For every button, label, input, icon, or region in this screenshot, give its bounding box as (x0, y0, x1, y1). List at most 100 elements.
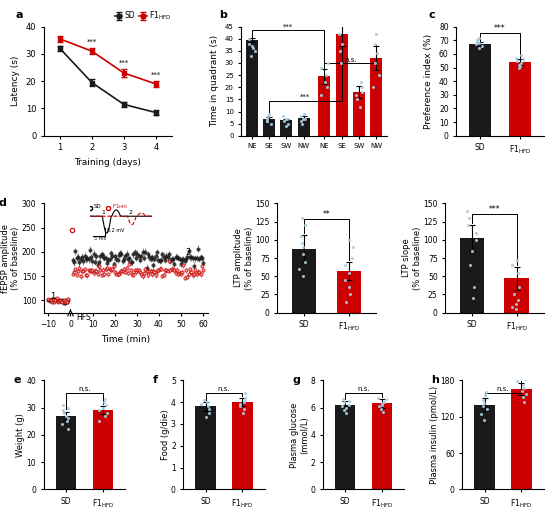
Point (520, 384, 529, 393)
Point (518, 55, 527, 64)
Point (63, 417, 71, 426)
Text: c: c (428, 10, 435, 20)
Point (101, 401, 110, 409)
Point (478, 395, 487, 404)
Y-axis label: Time in quadrant (s): Time in quadrant (s) (210, 35, 219, 127)
Point (336, 47, 345, 55)
Y-axis label: Plasma insulin (pmol/L): Plasma insulin (pmol/L) (430, 386, 439, 484)
Point (480, 391, 489, 400)
Point (335, 30, 344, 38)
Point (99, 403, 108, 412)
Bar (281, 120, 293, 136)
Point (352, 95, 361, 104)
Point (338, 402, 346, 411)
Point (323, 59, 332, 67)
Point (344, 236, 353, 244)
Point (267, 119, 276, 128)
Point (374, 402, 383, 411)
Point (357, 78, 366, 87)
Point (100, 411, 109, 420)
Bar (246, 40, 258, 136)
Point (517, 51, 525, 60)
Point (248, 41, 257, 50)
Point (299, 243, 307, 251)
Point (345, 268, 354, 277)
Point (317, 64, 326, 72)
Point (480, 399, 489, 408)
Point (240, 396, 249, 404)
Point (283, 114, 292, 123)
Text: ***: *** (489, 205, 500, 214)
Point (337, 59, 346, 67)
Point (337, 10, 345, 19)
Point (64, 403, 72, 412)
Point (236, 402, 244, 411)
Bar (335, 34, 348, 136)
Bar (298, 118, 310, 136)
Point (519, 381, 528, 389)
Text: ***: *** (87, 39, 97, 45)
Y-axis label: Food (g/die): Food (g/die) (160, 410, 170, 460)
Point (59, 409, 68, 417)
Point (473, 35, 482, 43)
Text: a: a (16, 10, 23, 20)
Point (341, 261, 350, 270)
Point (378, 401, 386, 409)
Point (240, 398, 249, 406)
Point (262, 114, 271, 123)
Text: ***: *** (119, 60, 129, 66)
Point (466, 261, 474, 270)
Point (64, 414, 72, 423)
Point (345, 396, 354, 405)
Point (351, 90, 360, 99)
Text: f: f (153, 375, 158, 385)
Text: ***: *** (283, 24, 293, 30)
Point (202, 413, 211, 422)
Point (380, 398, 389, 406)
Bar (372, 403, 392, 489)
Point (519, 393, 528, 402)
Text: n.s.: n.s. (344, 56, 357, 62)
Point (282, 114, 291, 123)
Point (382, 395, 390, 404)
Text: ***: *** (494, 24, 506, 33)
Point (300, 114, 309, 123)
Point (264, 112, 272, 121)
Point (240, 389, 249, 397)
X-axis label: Time (min): Time (min) (101, 335, 150, 344)
Point (474, 39, 483, 47)
Bar (56, 415, 76, 489)
Point (103, 409, 111, 417)
Point (464, 214, 473, 222)
Point (245, 35, 254, 43)
X-axis label: Training (days): Training (days) (75, 158, 141, 167)
Y-axis label: LTP amplitude
(% of baseline): LTP amplitude (% of baseline) (234, 226, 254, 290)
Text: ***: *** (300, 94, 311, 100)
Point (372, 30, 381, 38)
Point (317, 90, 326, 99)
Point (378, 408, 387, 416)
Bar (337, 271, 361, 313)
Point (358, 83, 367, 92)
Point (296, 112, 305, 121)
Point (472, 228, 481, 237)
Point (481, 388, 490, 397)
Text: 1: 1 (51, 292, 56, 301)
Point (205, 409, 214, 417)
Point (249, 44, 258, 53)
Point (510, 290, 519, 298)
Point (61, 411, 70, 420)
Bar (505, 278, 529, 313)
Point (280, 117, 289, 126)
Point (323, 83, 332, 92)
Point (236, 400, 245, 409)
Point (95, 417, 104, 426)
Y-axis label: Weight (g): Weight (g) (16, 413, 25, 457)
Point (369, 83, 378, 92)
Point (296, 232, 305, 240)
Point (375, 71, 384, 79)
Point (518, 387, 526, 395)
Point (521, 389, 530, 398)
Point (478, 402, 487, 410)
Bar (353, 92, 365, 136)
